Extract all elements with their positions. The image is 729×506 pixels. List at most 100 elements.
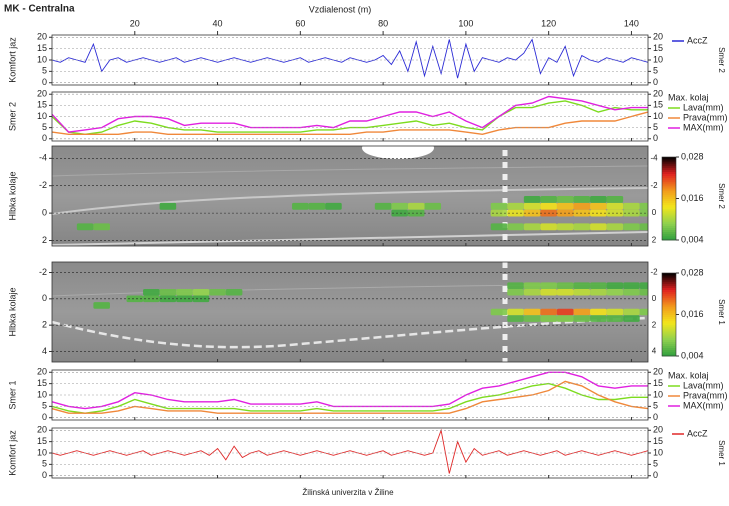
y-tick-label: 5	[42, 401, 47, 411]
colorbar-step	[662, 281, 676, 284]
y2-tick-label: 20	[653, 32, 663, 42]
colorbar-step	[662, 192, 676, 195]
y-tick-label: 20	[37, 425, 47, 435]
heat-cell	[159, 295, 177, 303]
heat-cell	[490, 202, 508, 210]
y2-tick-label: 0	[653, 470, 658, 480]
y2-tick-label: -2	[650, 268, 658, 277]
heat-cell	[623, 209, 640, 217]
heat-cell	[606, 308, 624, 316]
heat-cell	[424, 202, 442, 210]
y2-tick-label: -4	[650, 153, 658, 162]
heat-cell	[523, 315, 541, 322]
colorbar-step	[662, 215, 676, 218]
y2-tick-label: 10	[653, 447, 663, 457]
colorbar-step	[662, 196, 676, 199]
colorbar-step	[662, 181, 676, 185]
colorbar-step	[662, 320, 676, 324]
y-tick-label: 4	[42, 346, 47, 356]
heat-cell	[556, 202, 574, 210]
legend-label: Prava(mm)	[683, 112, 728, 122]
y2-tick-label: 0	[653, 77, 658, 87]
heat-cell	[540, 315, 557, 322]
plot-frame	[51, 427, 649, 479]
colorbar-step	[662, 314, 676, 317]
heat-cell	[93, 223, 110, 231]
heat-cell	[573, 223, 591, 231]
heat-cell	[523, 288, 541, 296]
colorbar-step	[662, 165, 676, 168]
y2-tick-label: 5	[653, 66, 658, 76]
colorbar-tick-label: 0,016	[681, 193, 704, 203]
heat-cell	[556, 308, 574, 316]
legend-title: Max. kolaj	[668, 370, 709, 380]
colorbar-step	[662, 227, 676, 231]
y2-tick-label: 10	[653, 54, 663, 64]
heat-cell	[590, 315, 607, 322]
heat-cell	[606, 282, 624, 289]
plot-frame	[51, 34, 649, 86]
colorbar-step	[662, 329, 676, 332]
heat-cell	[556, 282, 574, 289]
y2-tick-label: 0	[653, 412, 658, 422]
heat-cell	[523, 308, 541, 316]
heat-cell	[573, 288, 591, 296]
y2-tick-label: 4	[652, 347, 657, 356]
colorbar-step	[662, 337, 676, 340]
y-tick-label: 2	[42, 235, 47, 245]
colorbar-step	[662, 221, 676, 224]
heat-cell	[573, 282, 591, 289]
heat-cell	[540, 308, 557, 316]
x-tick-label: 140	[624, 18, 639, 28]
colorbar-step	[662, 208, 676, 212]
colorbar-step	[662, 287, 676, 290]
heat-cell	[623, 288, 640, 296]
y2-tick-label: 0	[652, 294, 657, 303]
heat-cell	[590, 196, 607, 203]
colorbar-step	[662, 235, 676, 239]
colorbar-step	[662, 223, 676, 226]
y-tick-label: 10	[37, 111, 47, 121]
heat-cell	[590, 209, 607, 217]
heat-cell	[590, 202, 607, 210]
y2-tick-label: -2	[650, 181, 658, 190]
heat-cell	[540, 282, 557, 289]
colorbar-step	[662, 161, 676, 164]
y-tick-label: 20	[37, 367, 47, 377]
colorbar-step	[662, 283, 676, 286]
y-tick-label: 0	[42, 77, 47, 87]
y2-tick-label: 15	[653, 43, 663, 53]
heat-cell	[374, 202, 392, 210]
y-tick-label: -2	[39, 267, 47, 277]
heat-cell	[623, 308, 640, 316]
heat-cell	[143, 295, 160, 303]
y-tick-label: 0	[42, 293, 47, 303]
y-axis-title: Komfort jaz	[7, 37, 17, 83]
colorbar-step	[662, 171, 676, 174]
plot-frame	[51, 369, 649, 421]
y2-tick-label: 0	[653, 133, 658, 143]
colorbar-step	[662, 285, 676, 288]
y-tick-label: 15	[37, 100, 47, 110]
colorbar-step	[662, 194, 676, 197]
heat-cell	[407, 202, 425, 210]
colorbar-step	[662, 233, 676, 237]
colorbar-step	[662, 275, 676, 278]
heat-cell	[192, 288, 210, 296]
heat-cell	[523, 223, 541, 231]
y-tick-label: 15	[37, 436, 47, 446]
heat-cell	[573, 202, 591, 210]
heat-cell	[573, 308, 591, 316]
colorbar-step	[662, 202, 676, 206]
colorbar-step	[662, 302, 676, 305]
heat-cell	[93, 302, 110, 309]
colorbar-step	[662, 277, 676, 280]
colorbar-step	[662, 297, 676, 301]
y-tick-label: 2	[42, 320, 47, 330]
heat-cell	[556, 288, 574, 296]
y-tick-label: 0	[42, 470, 47, 480]
colorbar-step	[662, 200, 676, 204]
colorbar-tick-label: 0,004	[681, 234, 704, 244]
